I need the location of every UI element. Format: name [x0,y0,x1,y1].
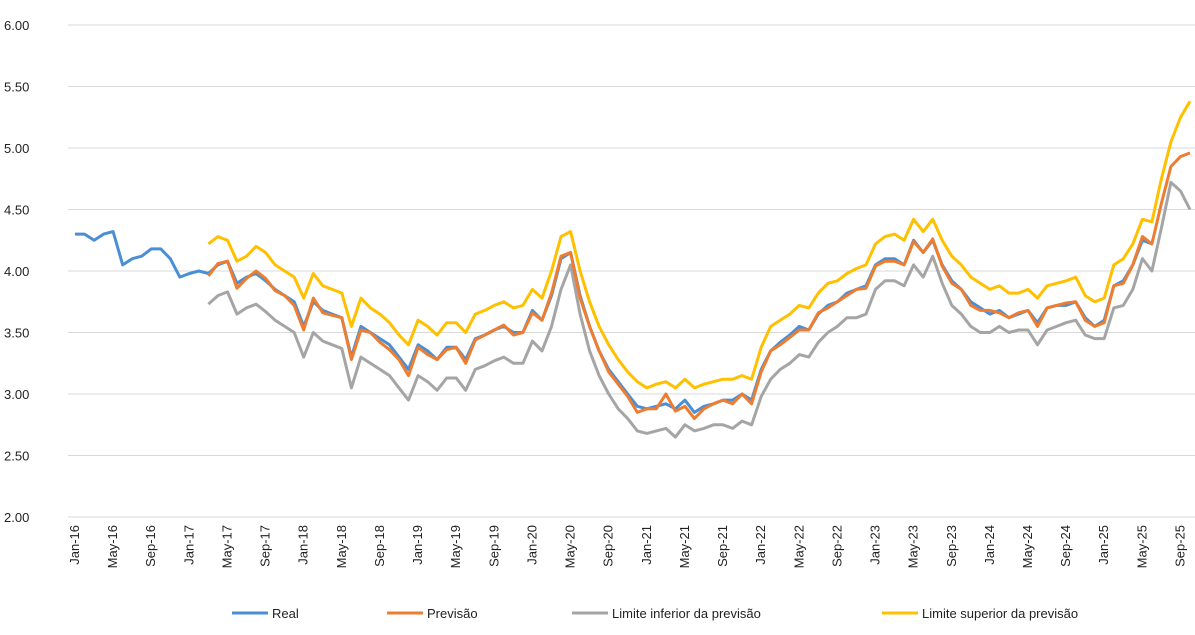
y-tick-label: 5.50 [4,80,29,95]
y-tick-label: 4.50 [4,203,29,218]
y-tick-label: 3.00 [4,387,29,402]
legend-label: Real [272,606,299,621]
legend-label: Limite inferior da previsão [612,606,761,621]
x-tick-label: Sep-25 [1172,525,1187,567]
x-tick-label: Sep-20 [601,525,616,567]
x-tick-label: Jan-22 [753,525,768,565]
series-line [207,180,1192,439]
x-tick-label: Sep-23 [944,525,959,567]
y-tick-label: 2.00 [4,510,29,525]
x-tick-label: Jan-16 [67,525,82,565]
legend-label: Previsão [427,606,478,621]
x-tick-label: May-18 [334,525,349,568]
x-tick-label: Sep-19 [486,525,501,567]
x-tick-label: May-22 [791,525,806,568]
x-tick-label: Jan-18 [296,525,311,565]
series-line [207,151,1191,421]
series-line [207,100,1192,390]
x-tick-label: Sep-22 [829,525,844,567]
x-tick-label: May-19 [448,525,463,568]
x-tick-label: May-16 [105,525,120,568]
x-tick-label: Sep-21 [715,525,730,567]
x-tick-label: Sep-18 [372,525,387,567]
x-tick-label: Sep-16 [143,525,158,567]
y-tick-label: 2.50 [4,449,29,464]
y-tick-label: 4.00 [4,264,29,279]
y-tick-label: 5.00 [4,141,29,156]
x-tick-label: May-21 [677,525,692,568]
x-tick-label: Jan-25 [1096,525,1111,565]
x-tick-label: Jan-24 [982,525,997,565]
x-tick-label: May-24 [1020,525,1035,568]
x-tick-label: Jan-20 [524,525,539,565]
x-tick-label: Jan-21 [639,525,654,565]
x-tick-label: Jan-17 [181,525,196,565]
x-tick-label: Jan-23 [868,525,883,565]
x-tick-label: May-25 [1134,525,1149,568]
x-tick-label: May-20 [563,525,578,568]
x-tick-label: May-17 [219,525,234,568]
legend-label: Limite superior da previsão [922,606,1078,621]
x-tick-label: Sep-24 [1058,525,1073,567]
y-tick-label: 3.50 [4,326,29,341]
y-tick-label: 6.00 [4,18,29,33]
x-tick-label: Sep-17 [258,525,273,567]
x-tick-label: Jan-19 [410,525,425,565]
x-tick-label: May-23 [906,525,921,568]
